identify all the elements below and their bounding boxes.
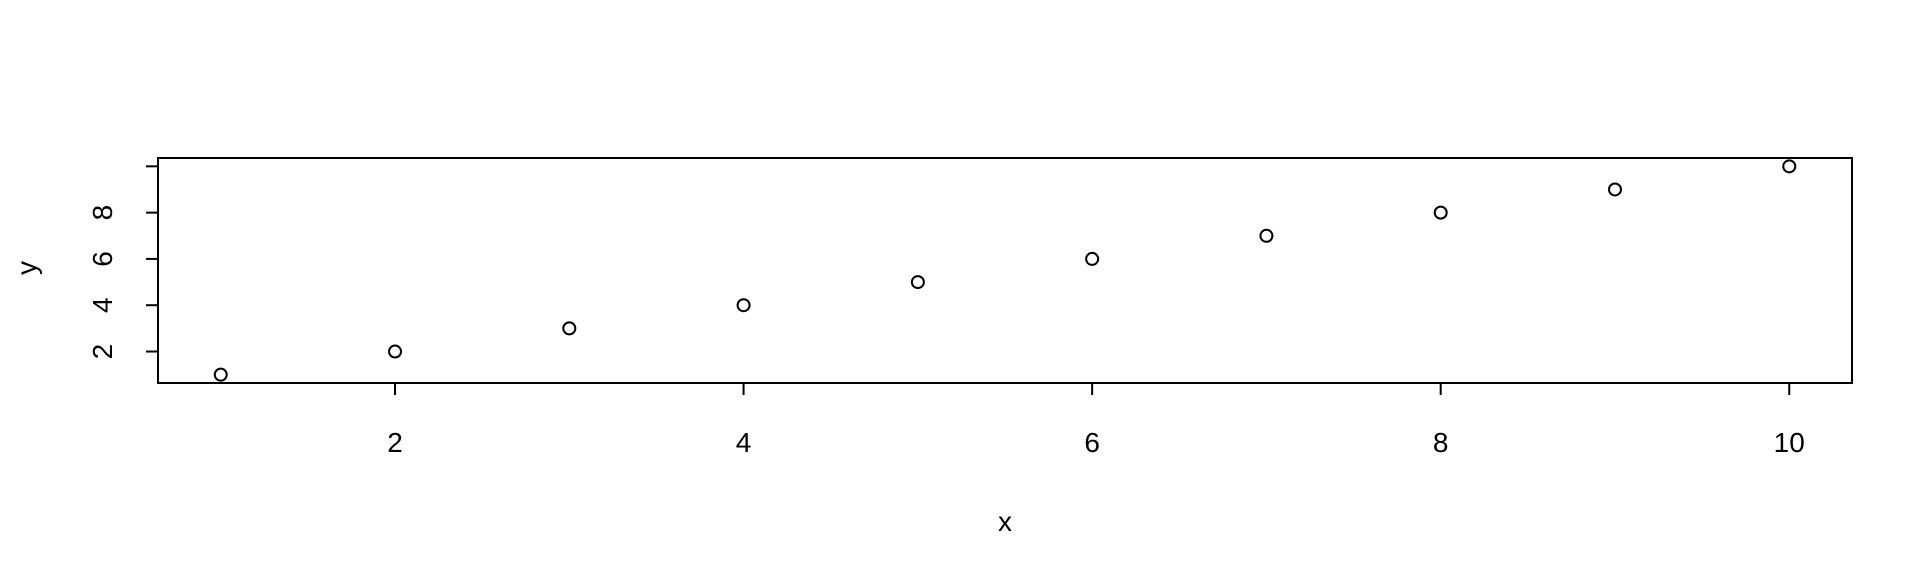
- y-axis: 2 4 6 8: [87, 165, 158, 360]
- data-point: [1085, 251, 1100, 266]
- data-point: [388, 344, 403, 359]
- x-tick-label: 2: [387, 427, 403, 458]
- x-tick-label: 6: [1084, 427, 1100, 458]
- data-point: [1433, 205, 1448, 220]
- y-tick-label: 4: [87, 297, 118, 313]
- data-point: [1607, 182, 1622, 197]
- y-tick-label: 6: [87, 251, 118, 267]
- data-point: [562, 321, 577, 336]
- plot-box: [157, 157, 1853, 384]
- y-tick-label: 2: [87, 344, 118, 360]
- x-tick-label: 4: [736, 427, 752, 458]
- x-axis: 2 4 6 8 10: [387, 383, 1805, 458]
- data-points: [213, 159, 1797, 382]
- y-tick-label: 8: [87, 205, 118, 221]
- x-tick-label: 10: [1774, 427, 1805, 458]
- y-axis-label: y: [11, 261, 42, 275]
- data-point: [1782, 159, 1797, 174]
- data-point: [910, 275, 925, 290]
- data-point: [1259, 228, 1274, 243]
- data-point: [213, 367, 228, 382]
- data-point: [736, 298, 751, 313]
- x-tick-label: 8: [1433, 427, 1449, 458]
- x-axis-label: x: [998, 506, 1012, 537]
